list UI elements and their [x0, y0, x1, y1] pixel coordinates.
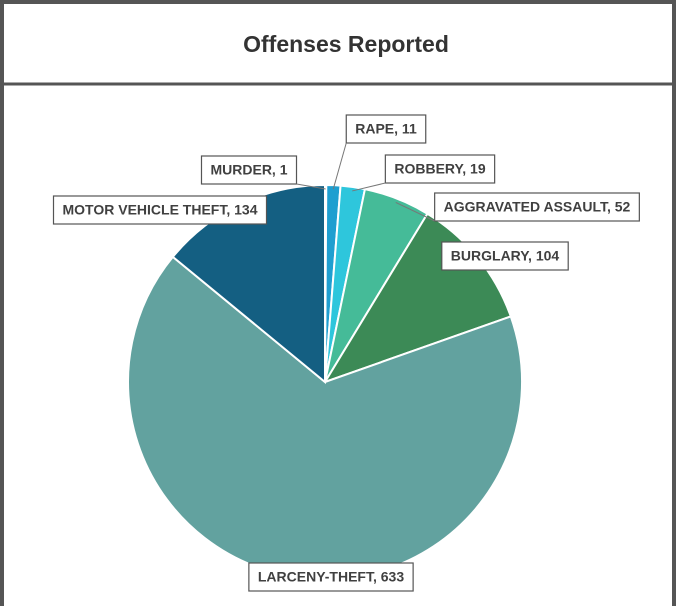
label-box [441, 241, 569, 271]
label-box [200, 155, 298, 185]
data-label: RAPE, 11 [355, 121, 417, 137]
leader-line [352, 182, 386, 192]
label-box [434, 192, 640, 222]
leader-line [395, 201, 435, 222]
label-box [248, 562, 414, 592]
data-label: LARCENY-THEFT, 633 [258, 569, 404, 585]
leader-line [332, 142, 347, 190]
label-box [384, 154, 496, 184]
data-label: MURDER, 1 [210, 162, 287, 178]
data-label: AGGRAVATED ASSAULT, 52 [444, 199, 631, 215]
data-label: ROBBERY, 19 [394, 161, 486, 177]
leader-line [296, 183, 326, 190]
data-label: MOTOR VEHICLE THEFT, 134 [63, 202, 258, 218]
data-label: BURGLARY, 104 [451, 248, 560, 264]
label-box [345, 114, 427, 144]
chart-title: Offenses Reported [243, 31, 449, 57]
label-box [52, 195, 268, 225]
